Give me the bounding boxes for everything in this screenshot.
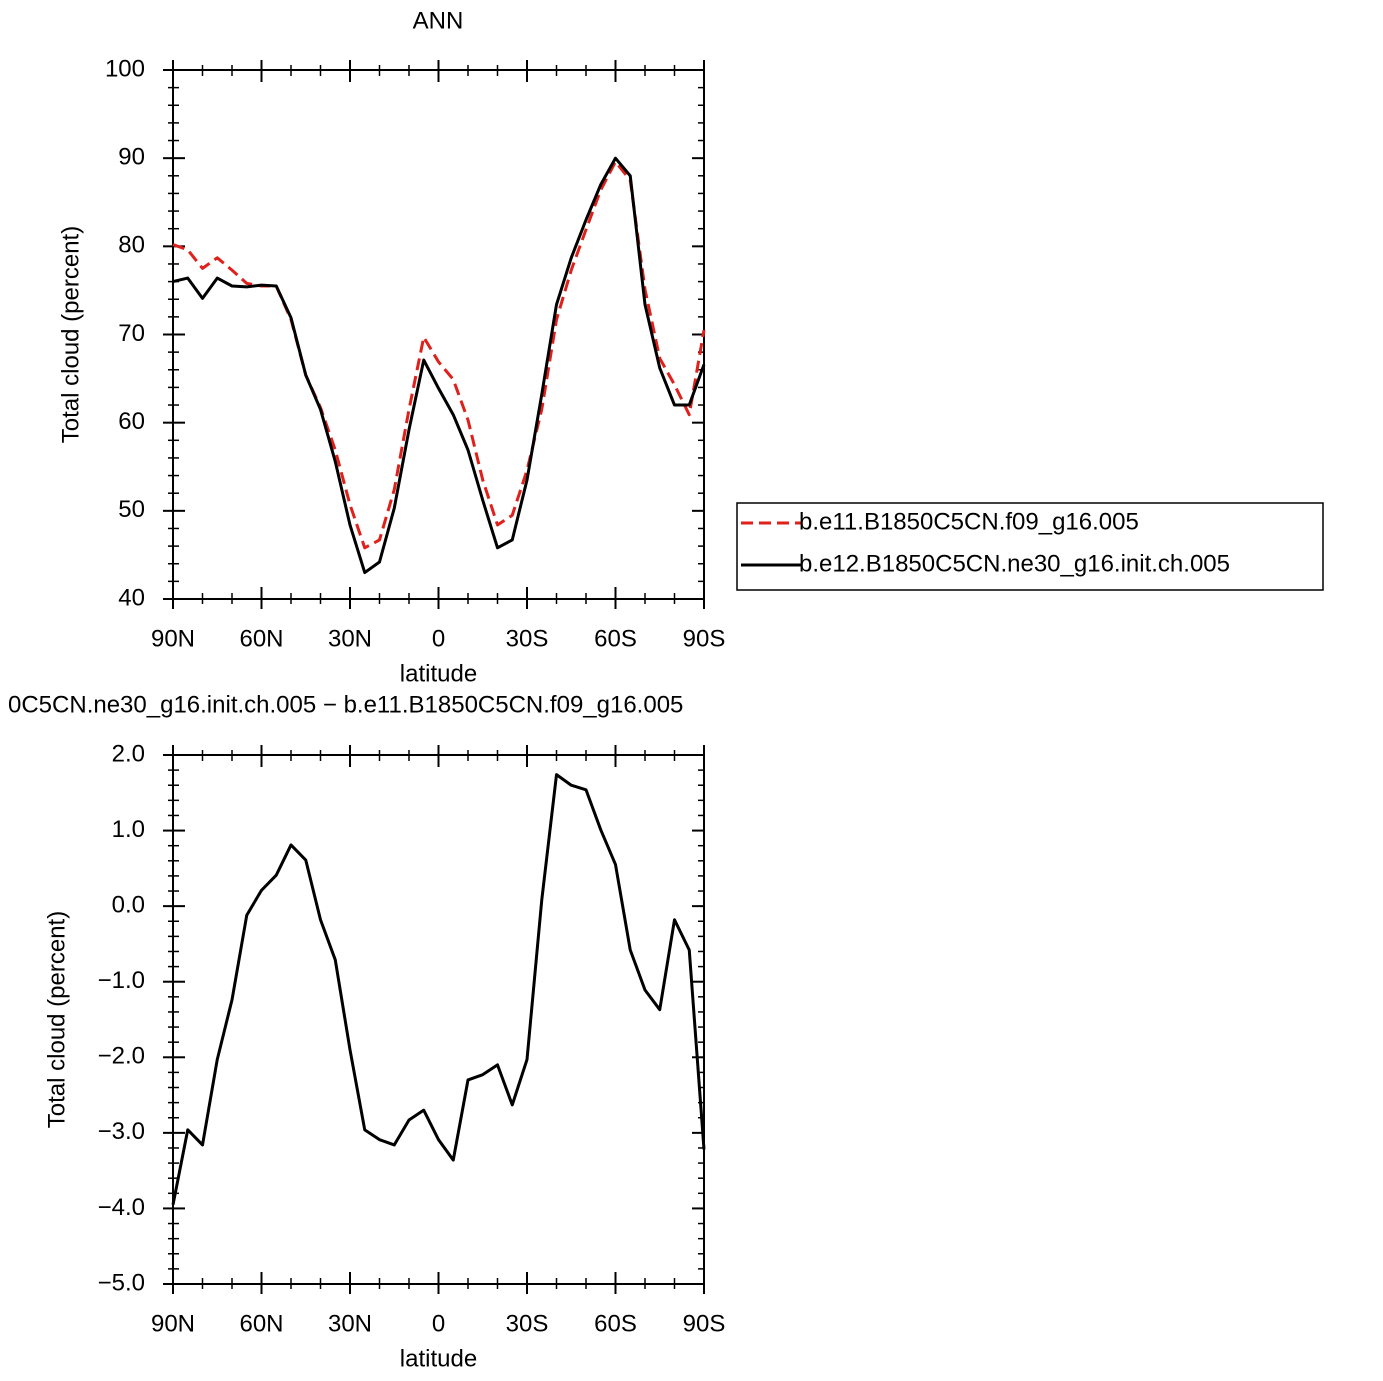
x-axis-label: latitude <box>400 1345 477 1372</box>
y-tick-label: 70 <box>118 320 145 347</box>
x-tick-label: 60N <box>239 625 283 652</box>
y-tick-label: 0.0 <box>112 891 145 918</box>
chart-title: ANN <box>413 7 464 34</box>
data-line <box>172 160 706 550</box>
x-tick-label: 30N <box>328 1310 372 1337</box>
y-tick-label: 100 <box>105 55 145 82</box>
y-axis-label: Total cloud (percent) <box>57 226 84 443</box>
x-tick-label: 90S <box>683 1310 726 1337</box>
x-axis-label: latitude <box>400 660 477 687</box>
y-tick-label: −1.0 <box>98 967 145 994</box>
y-tick-label: 2.0 <box>112 740 145 767</box>
x-tick-label: 0 <box>432 1310 445 1337</box>
y-axis-label: Total cloud (percent) <box>43 911 70 1128</box>
x-tick-label: 30N <box>328 625 372 652</box>
y-tick-label: 90 <box>118 144 145 171</box>
y-tick-label: −3.0 <box>98 1118 145 1145</box>
x-tick-label: 90N <box>151 625 195 652</box>
x-tick-label: 0 <box>432 625 445 652</box>
x-tick-label: 30S <box>506 1310 549 1337</box>
y-tick-label: −5.0 <box>98 1269 145 1296</box>
legend-label: b.e11.B1850C5CN.f09_g16.005 <box>799 508 1139 535</box>
x-tick-label: 60S <box>594 625 637 652</box>
y-tick-label: 40 <box>118 584 145 611</box>
x-tick-label: 90S <box>683 625 726 652</box>
data-line <box>172 156 706 575</box>
legend-box <box>736 502 1324 591</box>
data-line <box>171 773 706 1205</box>
x-tick-label: 30S <box>506 625 549 652</box>
y-tick-label: −2.0 <box>98 1043 145 1070</box>
x-tick-label: 60N <box>239 1310 283 1337</box>
y-tick-label: −4.0 <box>98 1194 145 1221</box>
chart-title: 0C5CN.ne30_g16.init.ch.005 − b.e11.B1850… <box>8 691 683 718</box>
x-tick-label: 90N <box>151 1310 195 1337</box>
plot-frame <box>172 754 705 1285</box>
y-tick-label: 60 <box>118 408 145 435</box>
x-tick-label: 60S <box>594 1310 637 1337</box>
y-tick-label: 1.0 <box>112 816 145 843</box>
y-tick-label: 50 <box>118 496 145 523</box>
plot-frame <box>172 69 705 600</box>
y-tick-label: 80 <box>118 232 145 259</box>
legend-label: b.e12.B1850C5CN.ne30_g16.init.ch.005 <box>799 550 1230 577</box>
